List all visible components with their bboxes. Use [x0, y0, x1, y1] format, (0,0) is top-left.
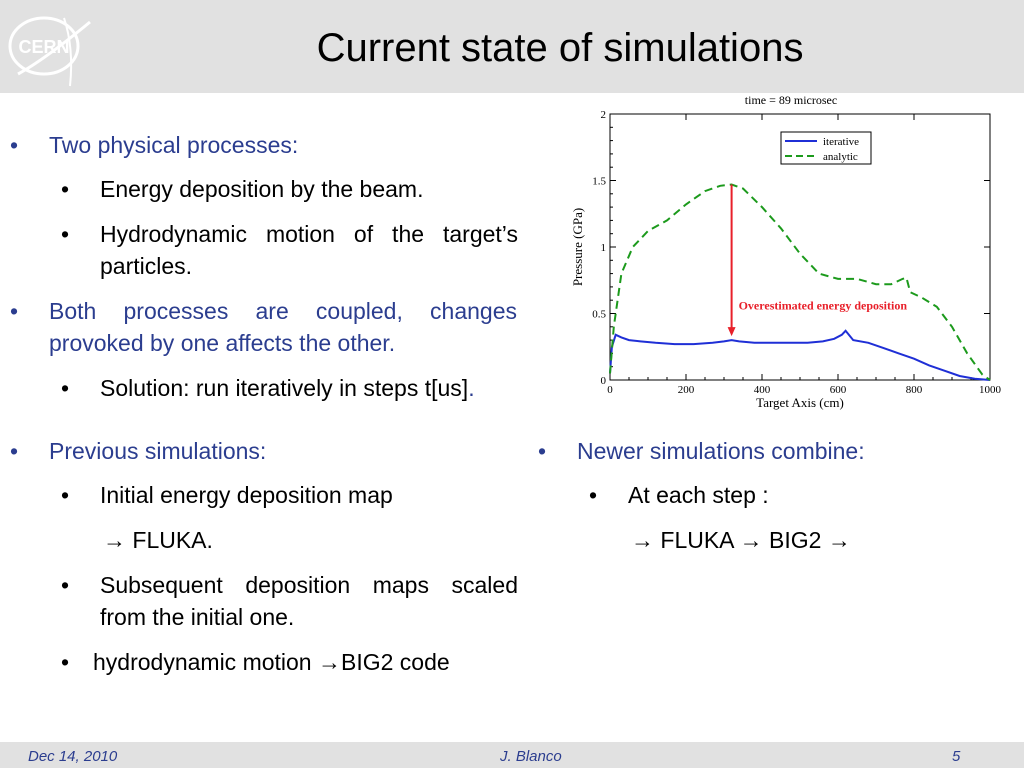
footer-page-number: 5 [952, 748, 961, 765]
y-axis-label: Pressure (GPa) [570, 208, 585, 286]
x-tick-label: 800 [906, 384, 923, 396]
x-axis-label: Target Axis (cm) [756, 395, 844, 410]
newer-item-each-step: • At each step : [589, 479, 1009, 511]
y-tick-label: 1.5 [592, 176, 606, 188]
bullet-marker: • [61, 375, 70, 401]
bullet-marker: • [10, 298, 19, 324]
y-tick-label: 0.5 [592, 309, 606, 321]
legend: iterative analytic [780, 131, 872, 165]
footer-date: Dec 14, 2010 [28, 748, 118, 765]
solution-text: Solution: run iteratively in steps t[us] [100, 375, 469, 401]
newer-item-fluka-big2: → FLUKA → BIG2 → [589, 524, 1009, 556]
pressure-chart: time = 89 microsec 0 0.5 1 1.5 2 0 200 400 600 8… [570, 93, 1002, 410]
previous-item-hydrodynamic: • hydrodynamic motion →BIG2 code [61, 646, 521, 678]
series-line-iterative [609, 329, 991, 381]
bullet-hydrodynamic-motion: • Hydrodynamic motion of the target’s pa… [61, 218, 521, 282]
bullet-text: Two physical processes: [49, 132, 299, 158]
bullet-energy-deposition: • Energy deposition by the beam. [61, 173, 521, 205]
newer-simulations-heading: • Newer simulations combine: [538, 435, 1008, 467]
legend-box [780, 131, 872, 165]
previous-item-initial-map: • Initial energy deposition map [61, 479, 521, 511]
bullet-text: Both processes are coupled, changes prov… [49, 298, 517, 356]
footer-author: J. Blanco [500, 748, 562, 765]
previous-simulations-heading: • Previous simulations: [10, 435, 520, 467]
bullet-text: Energy deposition by the beam. [100, 176, 424, 202]
series-line-analytic [609, 183, 991, 381]
bullet-marker: • [61, 572, 70, 598]
chart-title: time = 89 microsec [745, 93, 837, 107]
legend-label-analytic: analytic [823, 151, 858, 163]
bullet-text: Hydrodynamic motion of the target’s part… [100, 221, 518, 279]
legend-label-iterative: iterative [823, 136, 859, 148]
annotation-label: Overestimated energy deposition [739, 299, 908, 313]
bullet-marker: • [538, 438, 547, 464]
footer-bar: Dec 14, 2010 J. Blanco 5 [0, 742, 1024, 768]
bullet-text: Solution: run iteratively in steps t[us]… [100, 372, 518, 404]
title-bar: CERN Current state of simulations [0, 0, 1024, 93]
previous-item-text: Subsequent deposition maps scaled from t… [100, 572, 518, 630]
bullet-coupled-processes: • Both processes are coupled, changes pr… [10, 295, 520, 359]
previous-item-text: hydrodynamic motion →BIG2 code [93, 649, 450, 675]
solution-period: . [468, 375, 475, 401]
bullet-solution: • Solution: run iteratively in steps t[u… [61, 372, 521, 404]
x-tick-label: 400 [754, 384, 771, 396]
y-tick-labels: 0 0.5 1 1.5 2 [592, 109, 606, 387]
logo-lettering: CERN [18, 37, 69, 57]
bullet-marker: • [589, 482, 598, 508]
bullet-two-processes: • Two physical processes: [10, 129, 520, 161]
bullet-marker: • [61, 649, 70, 675]
cern-logo: CERN [8, 16, 91, 87]
previous-item-fluka: → FLUKA. [61, 524, 521, 556]
annotation-arrow-head [727, 327, 736, 337]
x-tick-label: 1000 [979, 384, 1002, 396]
newer-item-text: At each step : [628, 482, 769, 508]
bullet-marker: • [61, 176, 70, 202]
series-group [609, 183, 991, 381]
y-tick-label: 0 [601, 375, 607, 387]
x-tick-label: 200 [678, 384, 695, 396]
newer-heading-text: Newer simulations combine: [577, 438, 865, 464]
x-tick-label: 0 [607, 384, 613, 396]
x-tick-labels: 0 200 400 600 800 1000 [607, 384, 1001, 396]
previous-heading-text: Previous simulations: [49, 438, 267, 464]
x-tick-label: 600 [830, 384, 847, 396]
bullet-marker: • [10, 438, 19, 464]
bullet-marker: • [61, 221, 70, 247]
bullet-marker: • [10, 132, 19, 158]
previous-item-subsequent-maps: • Subsequent deposition maps scaled from… [61, 569, 521, 633]
y-tick-label: 2 [601, 109, 607, 121]
bullet-marker: • [61, 482, 70, 508]
previous-item-text: → FLUKA. [103, 527, 213, 553]
previous-item-text: Initial energy deposition map [100, 482, 393, 508]
page-title: Current state of simulations [316, 26, 804, 70]
y-tick-label: 1 [601, 242, 607, 254]
newer-item-text: → FLUKA → BIG2 → [631, 527, 851, 553]
